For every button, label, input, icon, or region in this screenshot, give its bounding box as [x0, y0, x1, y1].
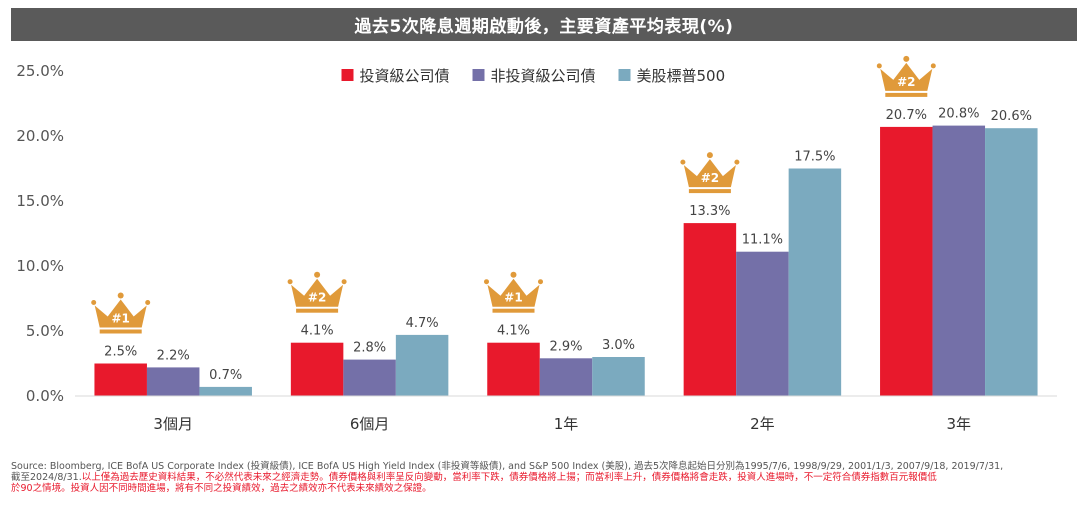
crown-base	[99, 329, 142, 334]
data-label: 4.1%	[497, 324, 530, 339]
bar	[736, 251, 789, 396]
bar-chart: 0.0% 5.0% 10.0% 15.0% 20.0% 25.0% 投資級公司債 非投資級公…	[16, 55, 1057, 433]
legend-item: 投資級公司債	[341, 67, 450, 85]
bar	[395, 334, 449, 396]
bar	[932, 125, 986, 396]
data-label: 17.5%	[794, 150, 835, 165]
bar	[592, 357, 645, 396]
source-note: Source: Bloomberg, ICE BofA US Corporate…	[11, 461, 1077, 494]
bars: 2.5% 2.2% 0.7% 4.1% 2.8% 4.7% 4.1% 2.9% 3.0% 13.3…	[94, 107, 1038, 397]
crown-icon	[683, 159, 736, 188]
crown-badge: #2	[287, 271, 347, 313]
x-tick-label: 1年	[554, 415, 579, 433]
crown-jewel	[680, 159, 686, 165]
legend-swatch	[341, 69, 354, 81]
crown-jewel	[876, 63, 882, 69]
y-tick-label: 5.0%	[26, 322, 64, 340]
crown-jewel	[510, 271, 517, 278]
x-axis: 3個月 6個月 1年 2年 3年	[153, 415, 971, 433]
bar	[683, 223, 737, 396]
y-tick-label: 15.0%	[16, 192, 64, 210]
data-label: 13.3%	[689, 204, 730, 219]
legend-item: 非投資級公司債	[472, 67, 596, 85]
source-line-2: 截至2024/8/31.以上僅為過去歷史資料結果，不必然代表未來之經濟走勢。債券…	[11, 472, 1077, 483]
bar	[985, 128, 1038, 396]
crown-jewel	[930, 63, 936, 69]
legend: 投資級公司債 非投資級公司債 美股標普500	[341, 67, 726, 85]
data-label: 0.7%	[209, 368, 242, 383]
source-line-1: Source: Bloomberg, ICE BofA US Corporate…	[11, 461, 1004, 472]
data-label: 2.8%	[353, 341, 386, 356]
rank-label: #2	[897, 75, 915, 89]
bar	[146, 367, 200, 396]
x-tick-label: 6個月	[350, 415, 390, 433]
data-label: 4.7%	[406, 316, 439, 331]
data-label: 2.5%	[104, 345, 137, 360]
disclaimer-part-2: 於90之情境。投資人因不同時間進場，將有不同之投資績效，過去之績效亦不代表未來績…	[11, 483, 432, 494]
crown-jewel	[484, 279, 489, 285]
y-axis: 0.0% 5.0% 10.0% 15.0% 20.0% 25.0%	[16, 62, 64, 405]
crown-jewel	[145, 300, 151, 305]
bar	[94, 363, 147, 396]
legend-swatch	[618, 69, 631, 81]
rank-label: #2	[308, 291, 326, 305]
rank-label: #1	[111, 312, 129, 326]
data-label: 2.9%	[549, 339, 582, 354]
crown-base	[688, 189, 731, 194]
chart-title: 過去5次降息週期啟動後，主要資產平均表現(%)	[11, 8, 1077, 41]
crown-jewel	[734, 159, 740, 165]
rank-label: #2	[701, 171, 719, 185]
crown-icon	[487, 278, 540, 307]
legend-label: 非投資級公司債	[491, 67, 596, 85]
x-tick-label: 3個月	[153, 415, 193, 433]
crown-badge: #1	[91, 292, 151, 334]
crown-jewel	[538, 279, 543, 285]
bar	[880, 126, 933, 397]
crown-badge: #2	[876, 55, 936, 97]
bar	[343, 359, 396, 396]
source-date: 截至2024/8/31.	[11, 472, 82, 483]
legend-item: 美股標普500	[618, 67, 726, 85]
legend-label: 美股標普500	[637, 67, 726, 85]
data-label: 4.1%	[301, 324, 334, 339]
crown-base	[492, 308, 535, 313]
crown-icon	[880, 62, 933, 91]
bar	[199, 386, 252, 396]
disclaimer-part-1: 以上僅為過去歷史資料結果，不必然代表未來之經濟走勢。債券價格與利率呈反向變動，當…	[81, 472, 937, 483]
data-label: 20.8%	[938, 107, 979, 122]
bar	[788, 168, 842, 396]
y-tick-label: 10.0%	[16, 257, 64, 275]
data-label: 20.6%	[991, 109, 1032, 124]
crown-badge: #2	[680, 152, 740, 194]
x-tick-label: 3年	[947, 415, 972, 433]
x-tick-label: 2年	[750, 415, 775, 433]
crown-icon	[291, 278, 344, 307]
bar	[290, 342, 344, 396]
bar	[539, 358, 593, 396]
y-tick-label: 20.0%	[16, 127, 64, 145]
y-tick-label: 25.0%	[16, 62, 64, 80]
crown-jewel	[706, 152, 713, 159]
legend-swatch	[472, 69, 485, 81]
data-label: 2.2%	[157, 348, 190, 363]
crown-jewel	[314, 271, 321, 278]
data-label: 11.1%	[742, 233, 783, 248]
crown-base	[296, 308, 339, 313]
y-tick-label: 0.0%	[26, 387, 64, 405]
crown-icon	[94, 299, 147, 328]
data-label: 20.7%	[886, 108, 927, 123]
crown-jewel	[287, 279, 293, 285]
crown-jewel	[341, 279, 347, 285]
bar	[487, 342, 540, 396]
rank-label: #1	[504, 291, 522, 305]
crown-jewel	[91, 300, 97, 305]
data-label: 3.0%	[602, 338, 635, 353]
crown-jewel	[117, 292, 124, 299]
rank-badges: #1 #2 #1 #2 #2	[91, 55, 936, 334]
crown-jewel	[903, 55, 910, 62]
crown-badge: #1	[484, 271, 543, 313]
crown-base	[885, 92, 928, 97]
legend-label: 投資級公司債	[360, 67, 450, 85]
